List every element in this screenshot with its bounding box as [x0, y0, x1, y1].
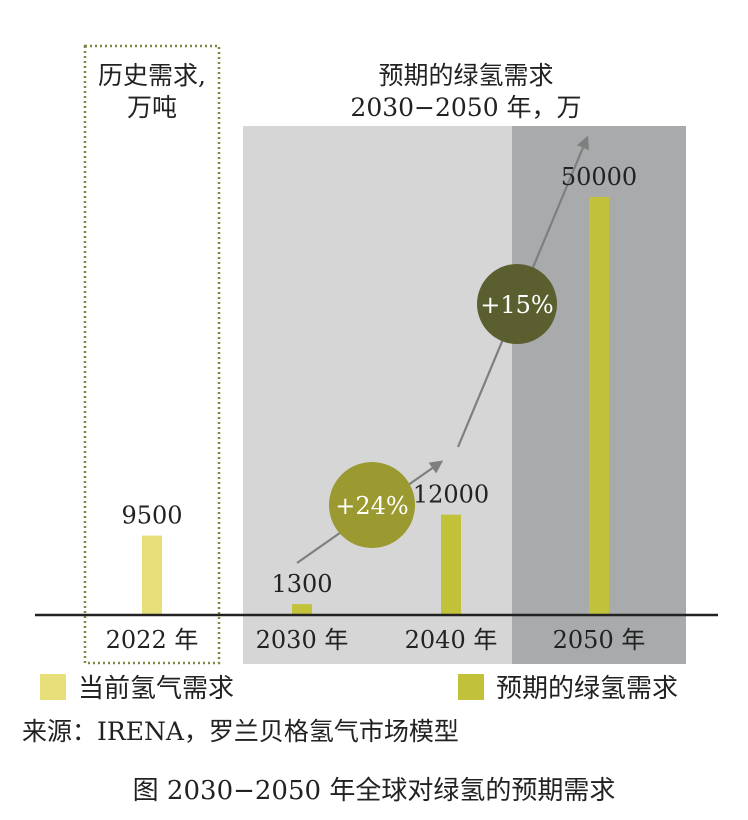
legend-projected: 预期的绿氢需求	[458, 668, 678, 705]
value-label-2030 年: 1300	[271, 570, 332, 598]
legend-swatch-current	[40, 673, 66, 700]
legend-swatch-projected	[458, 673, 484, 700]
projected-title-line-1: 预期的绿氢需求	[378, 61, 553, 90]
legend-label-projected: 预期的绿氢需求	[496, 674, 679, 704]
bar-2030 年	[292, 604, 312, 615]
historic-box	[83, 44, 221, 665]
projected-title-line-2: 2030−2050 年，万	[350, 93, 581, 122]
historic-title-line-1: 历史需求,	[98, 61, 206, 90]
category-label-2022 年: 2022 年	[106, 626, 199, 654]
value-label-2040 年: 12000	[413, 481, 489, 509]
source-note: 来源：IRENA，罗兰贝格氢气市场模型	[22, 717, 459, 746]
legend-label-current: 当前氢气需求	[78, 674, 235, 704]
growth-bubble-1	[329, 462, 415, 548]
bar-2022 年	[142, 535, 162, 615]
legend-current: 当前氢气需求	[40, 668, 234, 705]
historic-title-line-2: 万吨	[127, 93, 177, 122]
growth-label-2: +15%	[480, 291, 553, 319]
category-label-2030 年: 2030 年	[256, 626, 349, 654]
value-label-2022 年: 9500	[121, 502, 182, 530]
value-label-2050 年: 50000	[561, 163, 637, 191]
growth-label-1: +24%	[335, 492, 408, 520]
growth-bubble-2	[477, 264, 557, 344]
category-label-2050 年: 2050 年	[553, 626, 646, 654]
figure-caption: 图 2030−2050 年全球对绿氢的预期需求	[132, 776, 616, 806]
bar-2050 年	[589, 197, 609, 615]
category-label-2040 年: 2040 年	[405, 626, 498, 654]
projection-panel-light	[243, 126, 512, 664]
bar-2040 年	[441, 514, 461, 615]
